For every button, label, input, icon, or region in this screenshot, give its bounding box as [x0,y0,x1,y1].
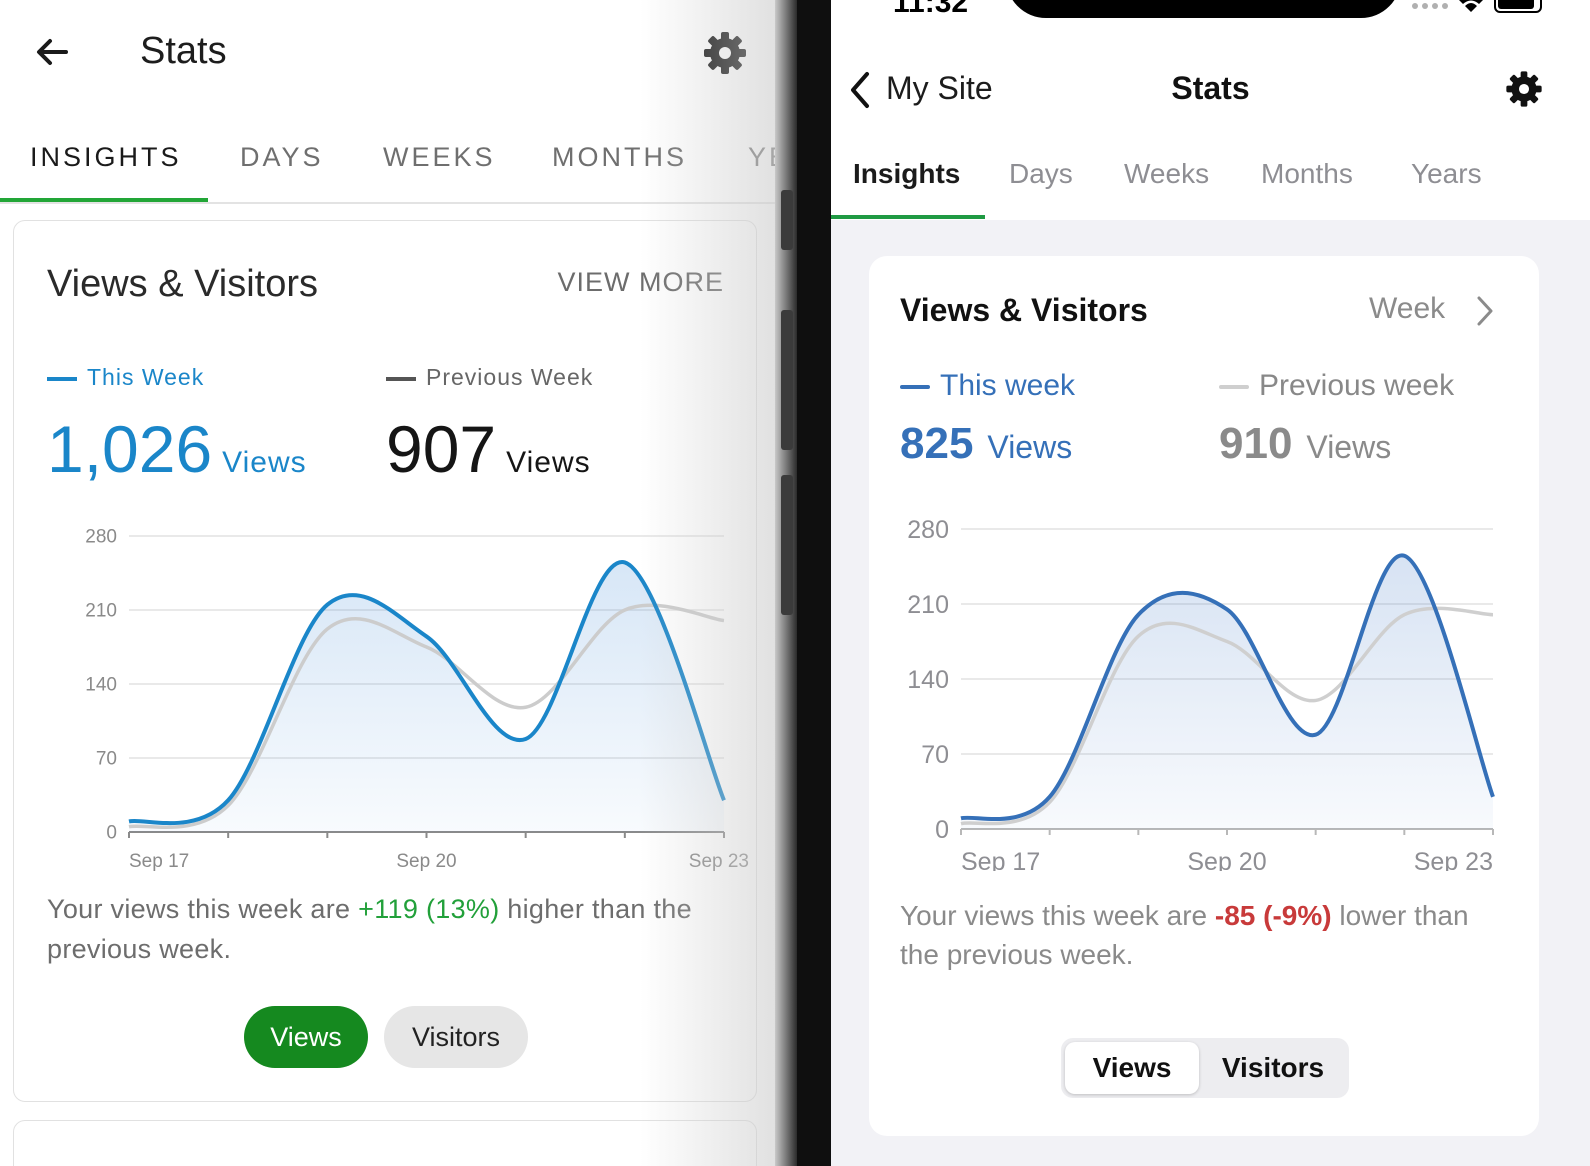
x-tick-label: Sep 20 [396,851,456,872]
tab-years[interactable]: Years [1411,158,1482,189]
visitors-segment[interactable]: Visitors [1221,1052,1325,1083]
this-week-views: 1,026 Views [47,411,307,487]
notch [1006,0,1401,18]
y-tick-label: 0 [935,816,949,844]
card-title: Views & Visitors [900,292,1148,328]
x-tick-label: Sep 23 [1414,848,1493,871]
legend-swatch [1219,385,1249,390]
x-tick-label: Sep 17 [129,851,189,872]
side-button [781,190,793,250]
summary-before: Your views this week are [47,894,359,924]
legend-swatch [47,376,77,381]
summary-after: lower than the previous week. [900,900,1469,970]
legend-previous-week: Previous week [1219,369,1454,403]
y-tick-label: 280 [85,527,117,548]
active-tab-indicator [0,198,208,202]
tab-days[interactable]: DAYS [240,142,324,172]
tab-months[interactable]: MONTHS [552,142,687,172]
y-tick-label: 210 [85,601,117,622]
legend-label: Previous week [1259,369,1455,402]
chevron-right-icon[interactable] [1474,294,1496,328]
previous-week-count: 910 [1219,419,1293,468]
series-line-previous-week [128,603,725,830]
volume-up-button [781,310,793,450]
tab-bar: INSIGHTS DAYS WEEKS MONTHS YE [0,120,775,204]
this-week-count: 1,026 [47,412,213,486]
status-icons [1409,0,1579,28]
tab-months[interactable]: Months [1261,158,1353,189]
legend-swatch [386,376,416,381]
summary-change: +119 (13%) [358,894,500,924]
tab-insights[interactable]: INSIGHTS [30,142,182,172]
phone-bezel [775,0,831,1166]
this-week-unit: Views [987,429,1073,465]
page-title: Stats [140,30,227,72]
signal-wifi-battery-icon [1412,0,1542,13]
legend-swatch [900,385,930,390]
y-tick-label: 70 [96,749,117,770]
android-stats-screen: Stats INSIGHTS DAYS WEEKS MONTHS YE View… [0,0,775,1166]
summary-before: Your views this week are [900,900,1215,931]
back-arrow-icon[interactable] [30,30,74,74]
page-title: Stats [1171,70,1250,106]
views-toggle-button[interactable]: Views [244,1006,368,1068]
status-time: 11:32 [893,0,969,19]
series-line-previous-week [960,606,1494,826]
y-tick-label: 0 [106,823,117,844]
y-tick-label: 280 [907,516,949,544]
this-week-views: 825 Views [900,419,1072,469]
views-visitors-card: Views & Visitors VIEW MORE This Week Pre… [13,220,757,1102]
this-week-unit: Views [222,446,307,479]
summary-text: Your views this week are +119 (13%) high… [47,889,747,969]
ios-stats-screen: 11:32 My Site Stats Insights [831,0,1590,1166]
period-selector[interactable]: Week [1369,292,1446,325]
views-segment[interactable]: Views [1065,1042,1199,1094]
legend-label: Previous Week [426,364,594,390]
active-tab-indicator [831,215,985,219]
series-area-this-week [129,561,724,832]
series-line-this-week [960,553,1495,822]
legend-this-week: This week [900,369,1075,403]
x-tick-label: Sep 23 [689,851,749,872]
next-card [13,1120,757,1166]
series-area-this-week [961,555,1493,829]
tab-days[interactable]: Days [1009,158,1073,189]
summary-text: Your views this week are -85 (-9%) lower… [900,896,1510,974]
previous-week-count: 907 [386,412,497,486]
legend-label: This Week [87,364,205,390]
tab-years[interactable]: YE [748,142,775,172]
tab-weeks[interactable]: WEEKS [383,142,496,172]
gear-icon[interactable] [1503,68,1545,110]
y-tick-label: 70 [921,741,949,769]
nav-header: 11:32 My Site Stats Insights [831,0,1590,220]
legend-previous-week: Previous Week [386,364,593,391]
views-visitors-segmented-control: Views Visitors [1061,1038,1349,1098]
tab-weeks[interactable]: Weeks [1124,158,1210,189]
previous-week-unit: Views [506,446,591,479]
y-tick-label: 140 [907,666,949,694]
this-week-count: 825 [900,419,974,468]
previous-week-views: 910 Views [1219,419,1391,469]
previous-week-views: 907 Views [386,411,591,487]
gear-icon[interactable] [700,28,750,78]
legend-label: This week [940,369,1076,402]
series-line-this-week [128,560,726,826]
y-tick-label: 140 [85,675,117,696]
views-line-chart: 0 70 140 210 280 Sep 17 Sep 20 Sep 23 [85,527,749,872]
summary-change: -85 (-9%) [1214,900,1332,931]
back-button-label[interactable]: My Site [886,70,993,106]
x-tick-label: Sep 17 [961,848,1040,871]
chevron-left-icon[interactable] [845,70,875,110]
tab-insights[interactable]: Insights [853,158,961,189]
y-tick-label: 210 [907,591,949,619]
view-more-link[interactable]: VIEW MORE [557,267,724,297]
views-visitors-card: Views & Visitors Week This week Previous… [869,256,1539,1136]
visitors-toggle-button[interactable]: Visitors [384,1006,528,1068]
legend-this-week: This Week [47,364,204,391]
previous-week-unit: Views [1306,429,1392,465]
x-tick-label: Sep 20 [1187,848,1266,871]
views-line-chart: 0 70 140 210 280 Sep 17 Sep 20 Sep 23 [907,516,1495,871]
volume-down-button [781,475,793,615]
card-title: Views & Visitors [47,263,319,305]
